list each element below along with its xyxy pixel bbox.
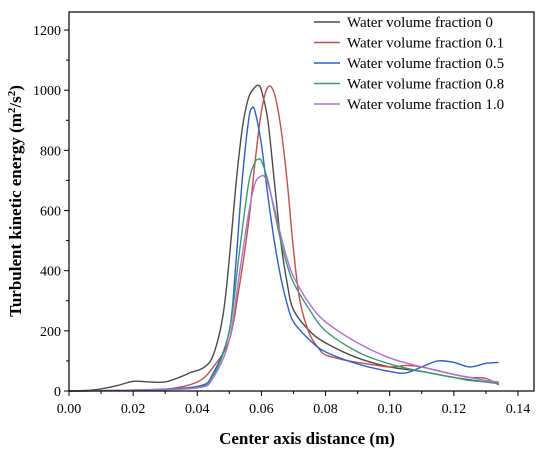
- series-line-4: [68, 174, 499, 392]
- y-tick-label: 800: [40, 144, 61, 159]
- x-tick-label: 0.06: [249, 402, 274, 417]
- y-axis-title: Turbulent kinetic energy (m2/s2): [6, 85, 25, 317]
- series-line-1: [68, 85, 500, 392]
- legend-label-3: Water volume fraction 0.8: [347, 77, 504, 93]
- y-tick-label: 600: [40, 205, 61, 220]
- y-tick-label: 200: [40, 325, 61, 340]
- axes: 0.00 0.02 0.04 0.06 0.08 0.10 0.12 0.14 0 200 400 6…: [33, 11, 535, 417]
- y-tick-label: 0: [54, 385, 61, 400]
- y-axis-title-end: ): [6, 85, 25, 91]
- x-axis-title: Center axis distance (m): [219, 429, 395, 448]
- legend-label-4: Water volume fraction 1.0: [347, 97, 504, 113]
- series-line-3: [68, 158, 499, 392]
- x-tick-label: 0.14: [506, 402, 531, 417]
- x-tick-label: 0.04: [185, 402, 210, 417]
- y-tick-label: 1200: [33, 24, 61, 39]
- series-line-0: [68, 84, 499, 392]
- y-axis-title-sup2: 2: [6, 90, 18, 96]
- y-axis-title-mid: /s: [6, 96, 25, 109]
- x-tick-label: 0.00: [57, 402, 82, 417]
- x-tick-label: 0.08: [313, 402, 338, 417]
- x-tick-label: 0.02: [121, 402, 146, 417]
- y-axis-title-main: Turbulent kinetic energy (m: [6, 113, 25, 317]
- y-tick-label: 400: [40, 265, 61, 280]
- legend: Water volume fraction 0 Water volume frac…: [314, 15, 504, 113]
- x-tick-label: 0.12: [442, 402, 467, 417]
- x-tick-label: 0.10: [377, 402, 402, 417]
- legend-label-2: Water volume fraction 0.5: [347, 56, 504, 72]
- y-axis-title-sup1: 2: [6, 107, 18, 113]
- legend-label-1: Water volume fraction 0.1: [347, 36, 504, 52]
- y-tick-label: 1000: [33, 84, 61, 99]
- plot-frame: [68, 11, 535, 392]
- plot-area: [68, 84, 500, 392]
- legend-label-0: Water volume fraction 0: [347, 15, 493, 31]
